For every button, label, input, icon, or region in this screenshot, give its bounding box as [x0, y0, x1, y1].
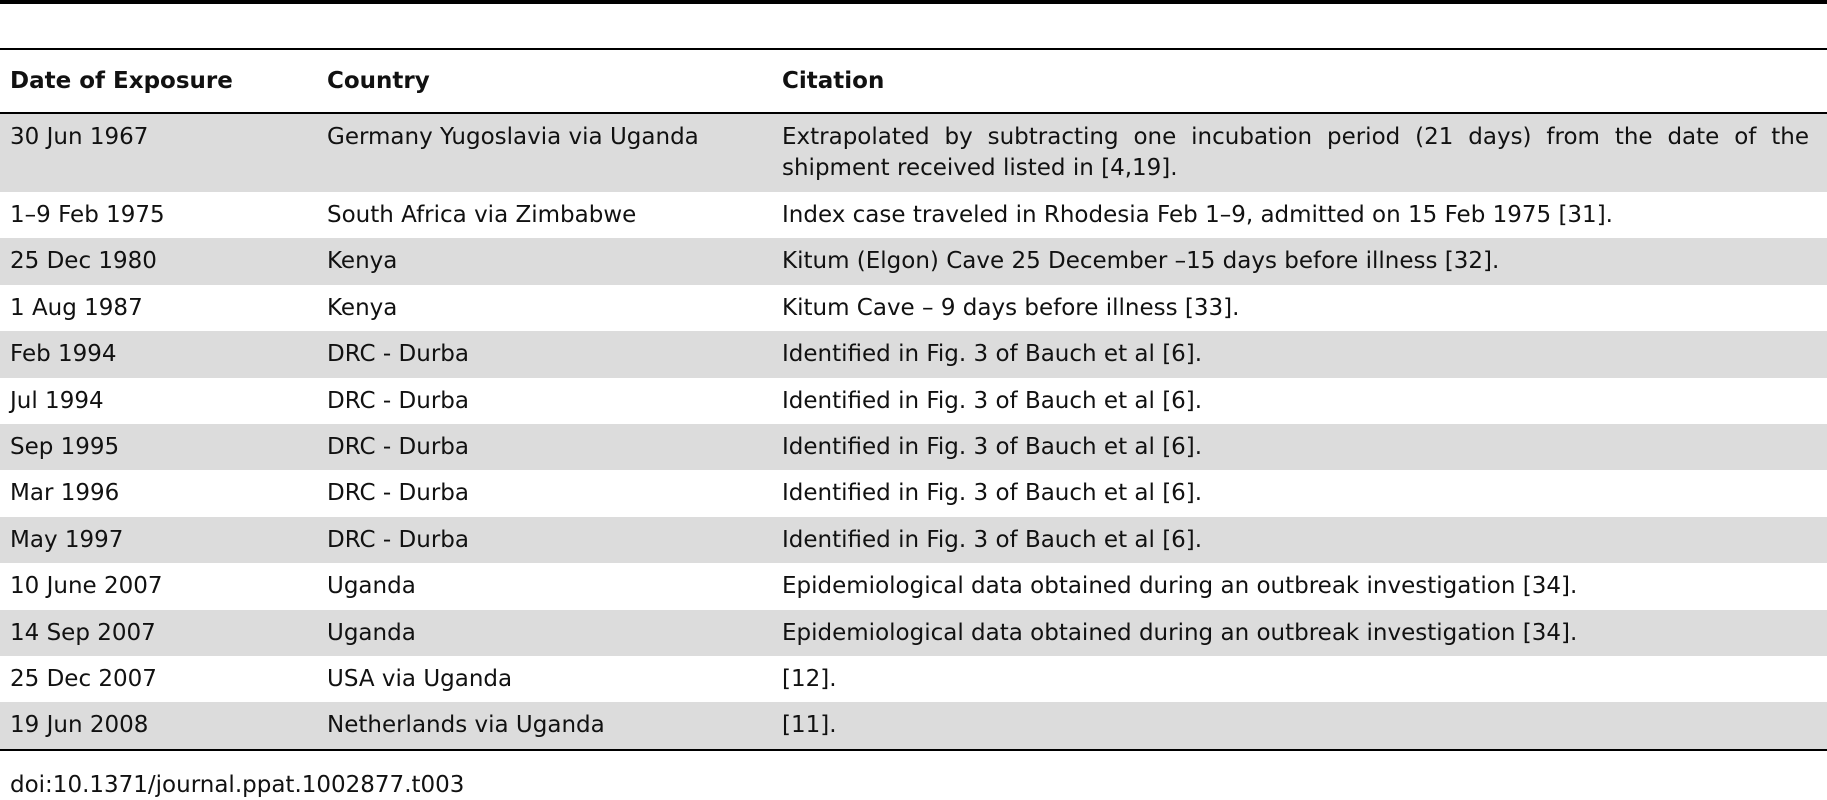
cell-date-of-exposure: 14 Sep 2007: [10, 619, 156, 646]
cell-citation: Epidemiological data obtained during an …: [782, 619, 1578, 646]
cell-country: Germany Yugoslavia via Uganda: [327, 124, 699, 150]
header-citation: Citation: [782, 68, 885, 94]
cell-country: Uganda: [327, 573, 416, 600]
cell-country: DRC - Durba: [327, 341, 469, 368]
cell-country: DRC - Durba: [327, 387, 469, 414]
cell-country: Netherlands via Uganda: [327, 712, 605, 739]
exposure-table: Date of Exposure Country Citation 30 Jun…: [0, 48, 1827, 751]
table-row: 25 Dec 2007 USA via Uganda [12].: [0, 656, 1827, 702]
table-row: 30 Jun 1967 Germany Yugoslavia via Uganda…: [0, 114, 1827, 192]
table-row: 1 Aug 1987 Kenya Kitum Cave – 9 days befor…: [0, 285, 1827, 331]
table-row: Mar 1996 DRC - Durba Identified in Fig. 3 …: [0, 470, 1827, 516]
cell-country: Kenya: [327, 248, 398, 275]
cell-citation: [12].: [782, 665, 837, 692]
cell-date-of-exposure: 10 June 2007: [10, 573, 163, 600]
cell-date-of-exposure: May 1997: [10, 526, 124, 553]
table-row: 14 Sep 2007 Uganda Epidemiological data ob…: [0, 609, 1827, 656]
table-row: 1–9 Feb 1975 South Africa via Zimbabwe Ind…: [0, 192, 1827, 238]
cell-citation: Identified in Fig. 3 of Bauch et al [6].: [782, 433, 1203, 460]
header-date-of-exposure: Date of Exposure: [10, 68, 233, 94]
cell-date-of-exposure: Feb 1994: [10, 341, 117, 368]
cell-citation: Identified in Fig. 3 of Bauch et al [6].: [782, 387, 1203, 414]
cell-citation: Index case traveled in Rhodesia Feb 1–9,…: [782, 202, 1613, 228]
header-country: Country: [327, 68, 430, 94]
cell-date-of-exposure: Jul 1994: [10, 387, 104, 414]
cell-country: South Africa via Zimbabwe: [327, 202, 637, 228]
cell-country: Uganda: [327, 619, 416, 646]
table-row: 10 June 2007 Uganda Epidemiological data o…: [0, 563, 1827, 609]
table-top-rule: [0, 48, 1827, 50]
cell-date-of-exposure: Sep 1995: [10, 433, 120, 460]
table-bottom-rule: [0, 748, 1827, 751]
doi-caption: doi:10.1371/journal.ppat.1002877.t003: [10, 772, 465, 798]
cell-date-of-exposure: 19 Jun 2008: [10, 712, 149, 739]
table-body: 30 Jun 1967 Germany Yugoslavia via Uganda…: [0, 114, 1827, 749]
cell-country: DRC - Durba: [327, 433, 469, 460]
table-row: 25 Dec 1980 Kenya Kitum (Elgon) Cave 25 De…: [0, 238, 1827, 285]
table-row: Feb 1994 DRC - Durba Identified in Fig. 3 …: [0, 331, 1827, 378]
table-header-row: Date of Exposure Country Citation: [0, 50, 1827, 114]
cell-citation: Identified in Fig. 3 of Bauch et al [6].: [782, 480, 1203, 507]
cell-citation: Epidemiological data obtained during an …: [782, 573, 1578, 600]
cell-date-of-exposure: 1–9 Feb 1975: [10, 202, 165, 228]
table-row: 19 Jun 2008 Netherlands via Uganda [11].: [0, 702, 1827, 749]
cell-citation: Kitum (Elgon) Cave 25 December –15 days …: [782, 248, 1500, 275]
cell-date-of-exposure: 30 Jun 1967: [10, 124, 149, 150]
cell-citation: Identified in Fig. 3 of Bauch et al [6].: [782, 341, 1203, 368]
cell-date-of-exposure: 25 Dec 2007: [10, 665, 157, 692]
table-row: Sep 1995 DRC - Durba Identified in Fig. 3 …: [0, 423, 1827, 471]
cell-date-of-exposure: 25 Dec 1980: [10, 248, 157, 275]
cell-citation: [11].: [782, 712, 837, 739]
table-row: Jul 1994 DRC - Durba Identified in Fig. 3 …: [0, 378, 1827, 424]
top-border-rule: [0, 0, 1827, 4]
cell-date-of-exposure: Mar 1996: [10, 480, 120, 507]
cell-citation: Identified in Fig. 3 of Bauch et al [6].: [782, 526, 1203, 553]
cell-country: USA via Uganda: [327, 665, 513, 692]
cell-country: DRC - Durba: [327, 480, 469, 507]
cell-citation: Extrapolated by subtracting one incubati…: [782, 124, 1809, 181]
cell-country: DRC - Durba: [327, 526, 469, 553]
cell-date-of-exposure: 1 Aug 1987: [10, 294, 143, 321]
cell-citation: Kitum Cave – 9 days before illness [33].: [782, 294, 1240, 321]
table-row: May 1997 DRC - Durba Identified in Fig. 3 …: [0, 516, 1827, 564]
cell-country: Kenya: [327, 294, 398, 321]
